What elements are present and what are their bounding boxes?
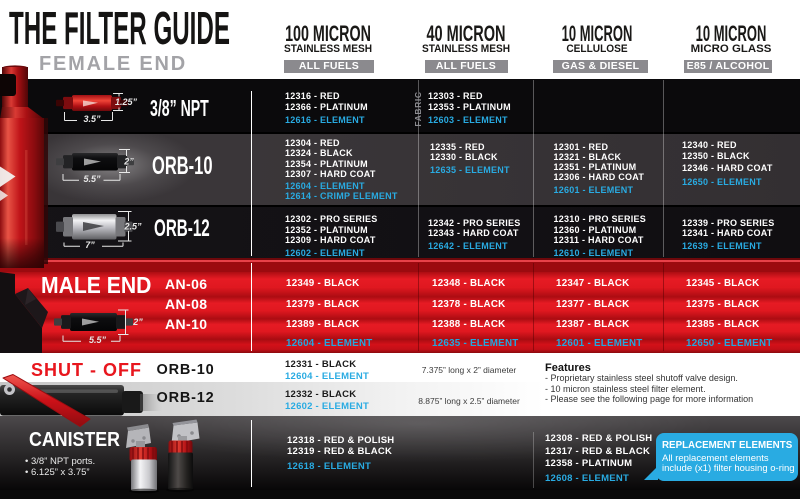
svg-text:7”: 7” <box>85 240 95 250</box>
svg-text:5.5”: 5.5” <box>89 335 107 345</box>
svg-text:5.5”: 5.5” <box>83 174 101 184</box>
svg-text:2.5”: 2.5” <box>123 221 142 231</box>
svg-text:2”: 2” <box>132 317 143 327</box>
svg-text:2”: 2” <box>123 156 134 166</box>
svg-text:1.25”: 1.25” <box>115 97 138 107</box>
svg-text:3.5”: 3.5” <box>83 114 101 124</box>
